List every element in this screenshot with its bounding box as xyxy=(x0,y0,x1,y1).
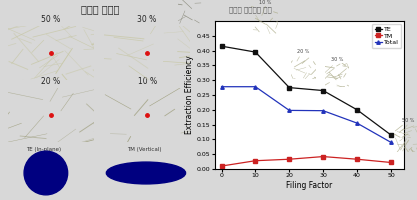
TE xyxy=(354,109,359,111)
Legend: TE, TM, Total: TE, TM, Total xyxy=(372,24,402,48)
Total xyxy=(253,86,258,88)
Text: 30 %: 30 % xyxy=(331,57,344,62)
Text: 나노선 면밀도: 나노선 면밀도 xyxy=(81,4,119,14)
TM xyxy=(321,155,326,158)
Ellipse shape xyxy=(136,170,156,176)
TM xyxy=(219,165,224,167)
Ellipse shape xyxy=(111,163,181,183)
Total xyxy=(388,141,393,144)
TM xyxy=(287,158,292,160)
TM xyxy=(388,161,393,164)
Text: 10 %: 10 % xyxy=(259,0,271,5)
Total xyxy=(219,86,224,88)
Ellipse shape xyxy=(43,170,49,176)
TE xyxy=(253,51,258,53)
Total xyxy=(321,109,326,112)
Text: 50 %: 50 % xyxy=(41,15,60,24)
Text: 나노선 면밀도에 따른: 나노선 면밀도에 따른 xyxy=(229,6,271,13)
Text: 30 %: 30 % xyxy=(138,15,157,24)
Total xyxy=(354,122,359,124)
TM xyxy=(253,160,258,162)
Ellipse shape xyxy=(40,168,51,178)
Ellipse shape xyxy=(24,151,68,195)
Ellipse shape xyxy=(106,162,186,184)
Ellipse shape xyxy=(121,166,171,180)
Ellipse shape xyxy=(126,168,166,178)
Ellipse shape xyxy=(32,159,60,187)
TE xyxy=(321,89,326,92)
Ellipse shape xyxy=(30,157,62,189)
Ellipse shape xyxy=(35,162,57,184)
Y-axis label: Extraction Efficiency: Extraction Efficiency xyxy=(185,56,194,134)
Line: Total: Total xyxy=(220,85,393,144)
Text: 50 %: 50 % xyxy=(402,118,414,123)
Text: TM (Vertical): TM (Vertical) xyxy=(127,146,161,152)
Line: TM: TM xyxy=(220,155,393,168)
Text: 10 %: 10 % xyxy=(138,77,157,86)
Text: 20 %: 20 % xyxy=(297,49,310,54)
TE xyxy=(287,86,292,89)
Ellipse shape xyxy=(27,154,65,192)
TE xyxy=(219,45,224,47)
X-axis label: Filing Factor: Filing Factor xyxy=(286,181,333,190)
TE xyxy=(388,134,393,136)
Ellipse shape xyxy=(131,169,161,177)
Line: TE: TE xyxy=(220,44,393,137)
Total xyxy=(287,109,292,112)
Ellipse shape xyxy=(141,172,151,174)
Ellipse shape xyxy=(38,165,54,181)
Text: TE (In-plane): TE (In-plane) xyxy=(26,146,62,152)
Ellipse shape xyxy=(116,165,176,181)
TM xyxy=(354,158,359,160)
Text: 20 %: 20 % xyxy=(41,77,60,86)
